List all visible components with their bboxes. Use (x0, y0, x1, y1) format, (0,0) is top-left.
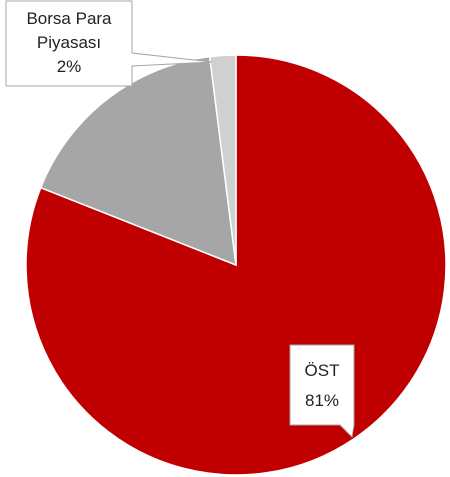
data-label: Borsa Para Piyasası 2% (6, 7, 132, 79)
data-label: ÖST 81% (290, 356, 354, 416)
value-label: 2% (56, 57, 82, 76)
category-label: ÖST (304, 361, 340, 380)
pie-slice (208, 54, 237, 266)
value-label: 81% (304, 391, 340, 410)
callout-box (289, 344, 355, 439)
callout-box (5, 0, 213, 87)
category-label: Borsa Para Piyasası (26, 9, 112, 52)
